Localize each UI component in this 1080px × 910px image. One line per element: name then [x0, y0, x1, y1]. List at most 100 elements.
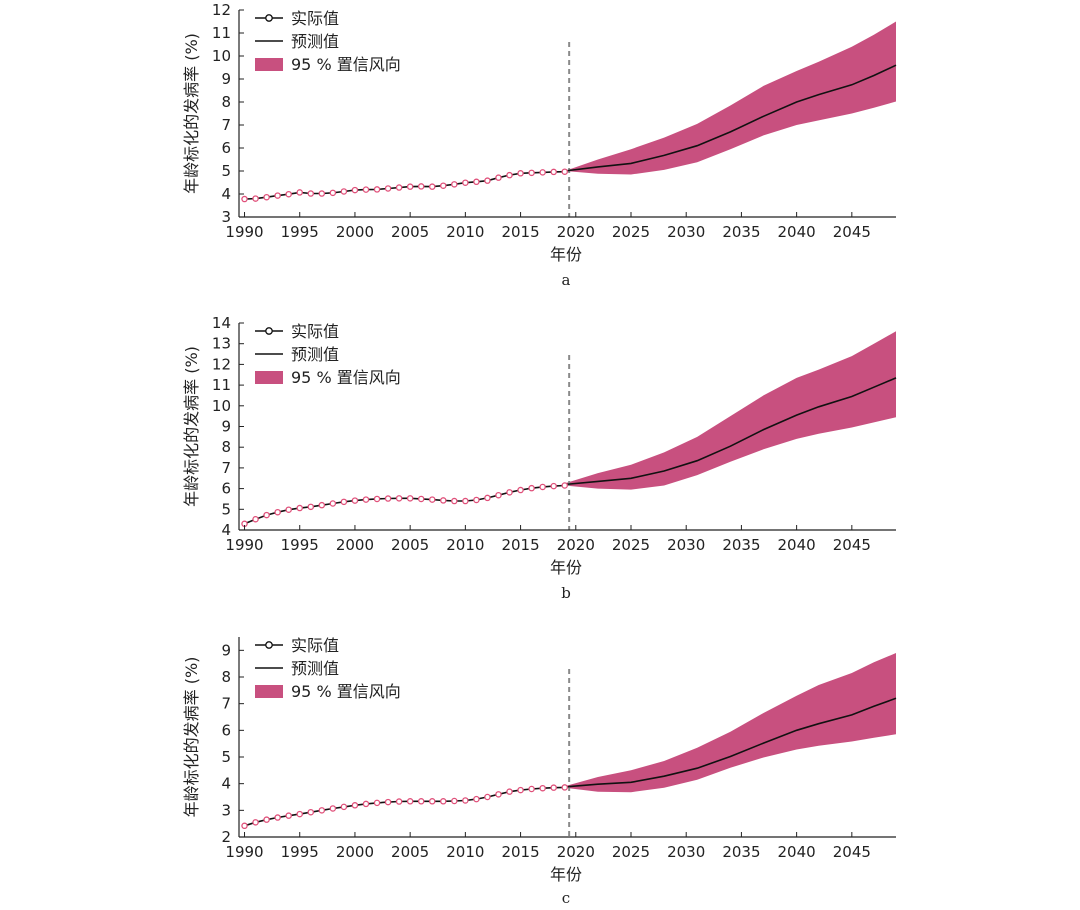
ci-band [564, 331, 896, 490]
actual-point [451, 797, 458, 805]
y-tick-label: 13 [212, 335, 231, 353]
actual-point [517, 786, 524, 794]
actual-point [506, 489, 513, 496]
actual-point [561, 168, 568, 175]
actual-point [373, 799, 381, 807]
actual-point [484, 793, 491, 801]
actual-point [318, 190, 326, 197]
actual-point [506, 171, 513, 179]
legend-forecast-label: 预测值 [291, 32, 339, 51]
actual-point [462, 179, 469, 186]
panel-label: b [561, 584, 571, 602]
ci-band [564, 653, 896, 793]
actual-point [285, 506, 292, 513]
legend-actual-label: 实际值 [291, 636, 339, 655]
actual-point [561, 784, 568, 791]
actual-point [440, 182, 447, 189]
y-tick-label: 6 [221, 139, 231, 157]
y-tick-label: 12 [212, 355, 231, 373]
actual-point [417, 183, 425, 190]
legend-ci-label: 95 % 置信风向 [291, 368, 401, 387]
actual-point [296, 189, 303, 196]
x-tick-label: 2025 [612, 536, 650, 554]
actual-point [373, 495, 381, 503]
x-tick-label: 2000 [336, 843, 374, 861]
x-tick-label: 2005 [391, 223, 429, 241]
actual-point [484, 177, 491, 184]
y-tick-label: 5 [221, 748, 231, 766]
actual-point [473, 178, 480, 186]
x-axis-title: 年份 [550, 558, 582, 577]
actual-line [244, 170, 565, 200]
x-tick-label: 1990 [225, 223, 263, 241]
actual-point [517, 170, 524, 177]
legend-actual-label: 实际值 [291, 9, 339, 28]
actual-point [351, 497, 359, 504]
actual-point [296, 504, 303, 512]
x-tick-label: 1995 [281, 223, 319, 241]
actual-point [451, 497, 458, 505]
actual-point [252, 195, 259, 202]
actual-point [241, 822, 248, 830]
y-tick-label: 9 [221, 641, 231, 659]
x-tick-label: 2015 [501, 843, 539, 861]
x-tick-label: 2025 [612, 223, 650, 241]
actual-point [440, 497, 447, 504]
actual-point [384, 798, 392, 806]
actual-point [329, 189, 337, 197]
actual-point [428, 496, 436, 503]
actual-point [263, 193, 270, 201]
actual-point [550, 168, 557, 176]
actual-point [528, 169, 535, 177]
y-tick-label: 7 [221, 695, 231, 713]
actual-point [495, 791, 502, 798]
x-tick-label: 2045 [833, 536, 871, 554]
actual-point [307, 503, 315, 511]
x-tick-label: 2025 [612, 843, 650, 861]
actual-point [384, 495, 392, 502]
x-tick-label: 2005 [391, 536, 429, 554]
actual-point [528, 785, 535, 793]
legend-actual-label: 实际值 [291, 322, 339, 341]
actual-point [417, 495, 425, 503]
y-axis-title: 年龄标化的发病率 (%) [182, 346, 201, 507]
x-tick-label: 2040 [778, 843, 816, 861]
actual-point [550, 482, 557, 490]
actual-point [539, 784, 546, 792]
y-tick-label: 11 [212, 24, 231, 42]
x-tick-label: 2005 [391, 843, 429, 861]
actual-point [285, 190, 292, 198]
x-tick-label: 2040 [778, 223, 816, 241]
actual-point [263, 511, 270, 519]
y-tick-label: 9 [221, 418, 231, 436]
actual-point [473, 795, 480, 803]
forecast-line [564, 377, 897, 486]
y-tick-label: 8 [221, 668, 231, 686]
actual-point [263, 816, 270, 823]
actual-point [285, 812, 292, 819]
actual-point [340, 498, 348, 506]
legend-forecast-label: 预测值 [291, 659, 339, 678]
y-tick-label: 7 [221, 459, 231, 477]
legend-ci-label: 95 % 置信风向 [291, 55, 401, 74]
y-tick-label: 4 [221, 185, 231, 203]
ci-band [564, 21, 896, 175]
x-tick-label: 1995 [281, 536, 319, 554]
legend-ci-label: 95 % 置信风向 [291, 682, 401, 701]
chart-panel-c: 2 3 4 5 6 7 8 9 1990 1995 2000 2005 2010 2015 2020 2025… [182, 636, 897, 907]
actual-point [495, 491, 502, 499]
actual-point [506, 788, 513, 795]
x-tick-label: 2020 [557, 843, 595, 861]
y-tick-label: 5 [221, 162, 231, 180]
x-tick-label: 2035 [722, 536, 760, 554]
panel-label: a [562, 271, 571, 289]
actual-point [395, 184, 403, 191]
chart-panel-a: 3 4 5 6 7 8 9 10 11 12 1990 1995 2000 2005 2010 2015 202… [182, 1, 897, 289]
legend-forecast-label: 预测值 [291, 345, 339, 364]
forecast-line [564, 64, 897, 172]
actual-point [473, 496, 480, 504]
actual-point [373, 186, 381, 193]
y-tick-label: 2 [221, 828, 231, 846]
legend-actual-marker [265, 327, 273, 335]
